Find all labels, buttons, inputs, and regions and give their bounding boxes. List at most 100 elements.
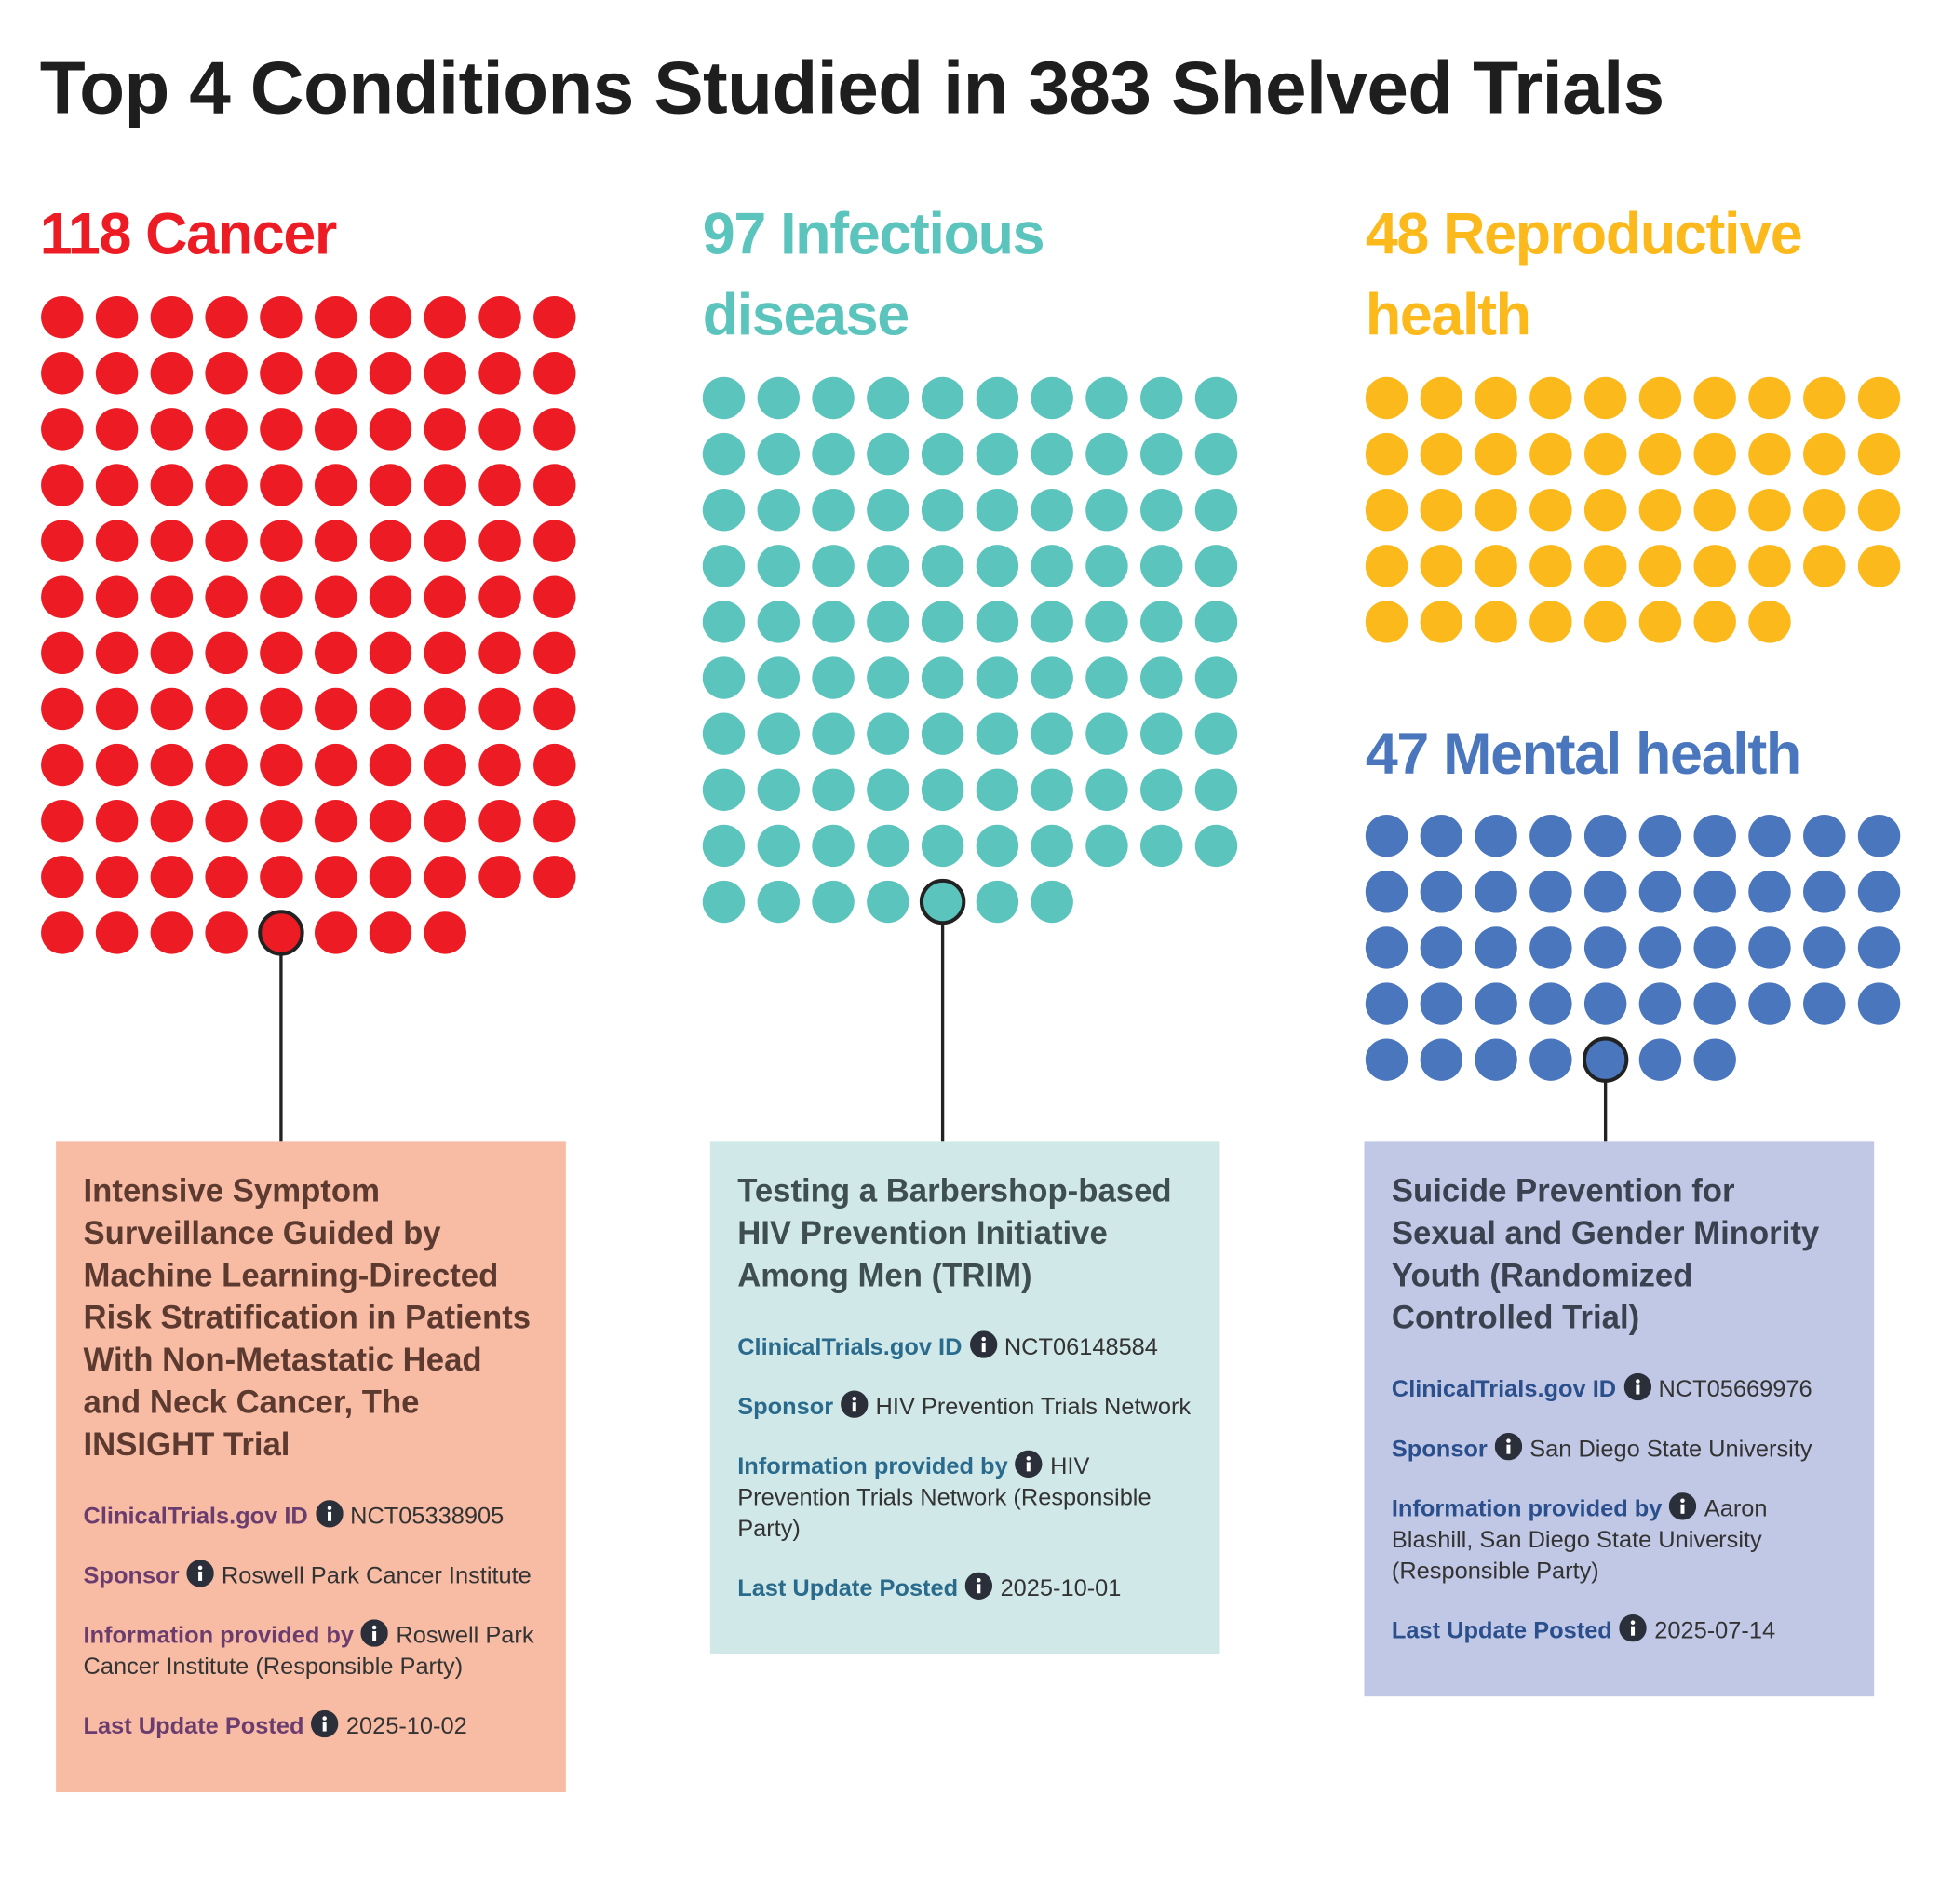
card-field: Information provided by Aaron Blashill, S… [1392, 1492, 1847, 1587]
unit-dot [1693, 545, 1736, 587]
card-field: ClinicalTrials.gov ID NCT05669976 [1392, 1372, 1847, 1406]
unit-dot [1085, 601, 1128, 643]
unit-dot [424, 408, 466, 451]
unit-dot [1529, 926, 1572, 969]
unit-dot [314, 520, 357, 562]
unit-dot [1693, 376, 1736, 420]
unit-dot [1365, 926, 1408, 969]
icon-dot [977, 1577, 982, 1583]
unit-dot [921, 768, 964, 812]
unit-dot [369, 911, 412, 954]
unit-dot [1857, 982, 1901, 1025]
unit-dot [867, 545, 909, 587]
unit-dot [1420, 815, 1463, 857]
unit-dot [533, 352, 576, 395]
unit-dot [260, 520, 303, 562]
unit-dot [1583, 376, 1627, 420]
icon-bar [1506, 1444, 1511, 1454]
card-field: Sponsor HIV Prevention Trials Network [737, 1390, 1192, 1424]
icon-bar [1635, 1384, 1639, 1395]
unit-dots [1365, 815, 1901, 1083]
unit-dot [702, 545, 746, 587]
unit-dot [1475, 815, 1517, 857]
unit-dot [1085, 656, 1128, 699]
icon-bar [198, 1571, 203, 1581]
highlighted-dot [258, 910, 304, 956]
unit-dot [478, 575, 521, 618]
unit-dot [976, 376, 1019, 420]
unit-dot [369, 575, 412, 618]
highlighted-dot [1582, 1036, 1629, 1083]
unit-dot [1529, 376, 1572, 420]
unit-dot [205, 464, 248, 506]
unit-dot [260, 799, 303, 843]
unit-dot [424, 799, 466, 843]
unit-dot [757, 376, 800, 420]
unit-dot [1583, 926, 1627, 969]
unit-dot [1748, 432, 1791, 476]
group-name: Infectious disease [702, 200, 1045, 347]
unit-dot [314, 856, 357, 898]
unit-dot [867, 432, 909, 476]
unit-dot [95, 575, 139, 618]
unit-dot [205, 799, 248, 843]
unit-dot [41, 464, 84, 506]
unit-dot [1365, 376, 1408, 420]
unit-dot [41, 631, 84, 675]
unit-dot [1857, 376, 1901, 420]
unit-dot [424, 575, 466, 618]
unit-dot [1857, 871, 1901, 913]
icon-bar [1631, 1626, 1636, 1636]
unit-dot [1475, 376, 1517, 420]
unit-dot [1140, 656, 1183, 699]
unit-dot [1194, 545, 1238, 587]
unit-dot [533, 295, 576, 339]
field-value: 2025-10-01 [1000, 1575, 1122, 1602]
unit-dot [41, 408, 84, 451]
unit-dot [812, 489, 855, 532]
unit-dot [424, 856, 466, 898]
group-count: 47 [1365, 720, 1430, 787]
unit-dot [260, 352, 303, 395]
unit-dot [1475, 926, 1517, 969]
icon-dot [980, 1336, 986, 1342]
unit-dot [921, 545, 964, 587]
unit-dot [205, 352, 248, 395]
unit-dot [976, 824, 1019, 868]
unit-dot [533, 520, 576, 562]
unit-dot [424, 520, 466, 562]
unit-dot [205, 856, 248, 898]
unit-dot [478, 631, 521, 675]
unit-dot [921, 601, 964, 643]
unit-dot [150, 743, 194, 787]
unit-dot [205, 911, 248, 954]
unit-dot [1194, 656, 1238, 699]
unit-dot [702, 712, 746, 755]
unit-dot [921, 712, 964, 755]
unit-dot [1365, 982, 1408, 1025]
unit-dot [1365, 815, 1408, 857]
info-icon [186, 1560, 214, 1587]
unit-dot [150, 520, 194, 562]
unit-dot [478, 408, 521, 451]
highlighted-dot [919, 878, 966, 925]
unit-dot [424, 743, 466, 787]
unit-dot [533, 575, 576, 618]
trial-card: Suicide Prevention for Sexual and Gender… [1364, 1141, 1875, 1697]
unit-dot [260, 687, 303, 731]
unit-dot [1638, 376, 1682, 420]
unit-dot [314, 295, 357, 339]
unit-dot [1693, 871, 1736, 913]
unit-dot [1420, 432, 1463, 476]
unit-dot [1583, 601, 1627, 643]
unit-dot [1420, 871, 1463, 913]
unit-dot [921, 432, 964, 476]
unit-dot [1420, 601, 1463, 643]
unit-dot [1140, 489, 1183, 532]
unit-dot [205, 408, 248, 451]
field-value: 2025-07-14 [1654, 1618, 1776, 1645]
unit-dot [314, 352, 357, 395]
unit-dot [1085, 768, 1128, 812]
unit-dot [1748, 815, 1791, 857]
